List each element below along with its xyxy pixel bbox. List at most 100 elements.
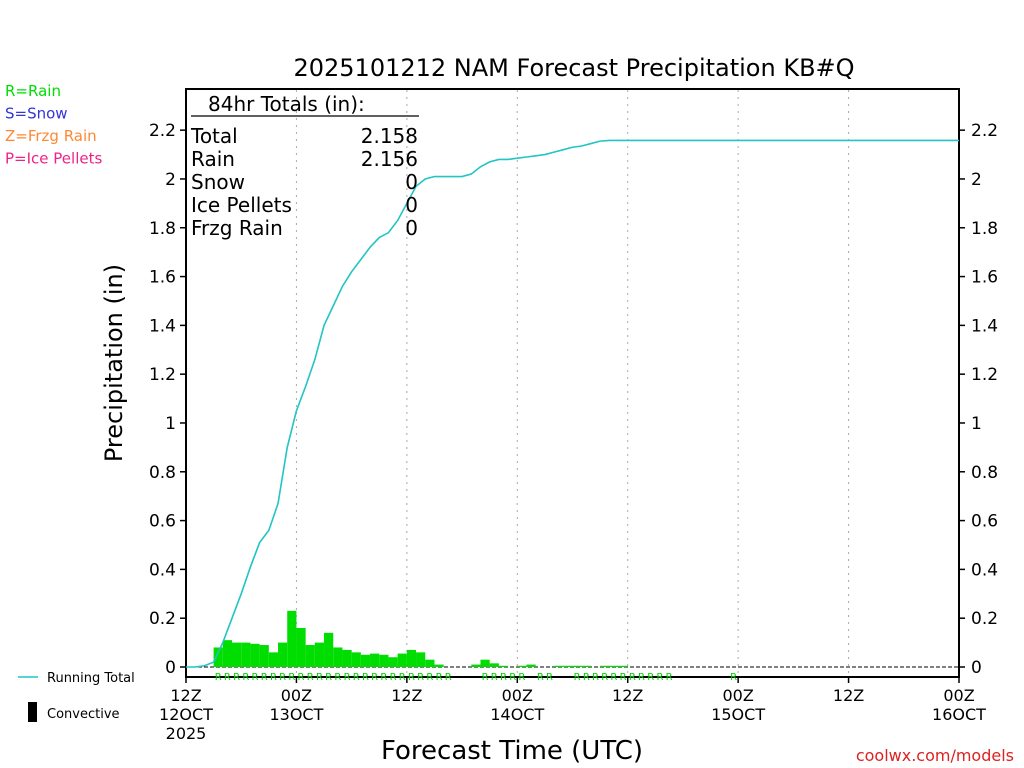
totals-row-value: 0 [405,216,418,240]
y-axis-left: 0 0.2 0.4 0.6 0.8 1 1.2 1.4 1.6 1.8 2 2.2 [149,121,186,678]
ptype-legend-item: R=Rain [5,82,61,100]
precip-bar [489,663,499,667]
plot-frame [185,88,960,678]
totals-title: 84hr Totals (in): [208,92,365,116]
x-tick-date-label: 13OCT [269,705,323,724]
precip-bar [379,654,389,667]
precip-bar [526,664,536,667]
x-axis-label: Forecast Time (UTC) [381,736,643,766]
precip-bar [232,642,242,667]
ptype-marker-rain: R [399,672,406,683]
y-tick-label-right: 0.6 [971,512,998,532]
ptype-marker-rain: R [408,672,415,683]
precip-bar [416,652,426,667]
ptype-legend: R=Rain S=Snow Z=Frzg Rain P=Ice Pellets [5,82,102,168]
ptype-marker-rain: R [574,672,581,683]
totals-row-label: Snow [191,170,245,194]
precip-bar [314,642,325,667]
y-tick-label-right: 1.2 [971,365,998,385]
ptype-marker-rain: R [224,672,231,683]
x-tick-time-label: 12Z [391,686,422,705]
y-tick-label-right: 1 [971,414,982,434]
credit-text: coolwx.com/models [856,746,1014,765]
x-tick-date-label: 16OCT [932,705,986,724]
x-tick-time-label: 12Z [170,686,201,705]
precip-bar [333,647,343,667]
ptype-marker-rain: R [252,672,259,683]
running-total-line [186,139,959,668]
precip-bar [618,665,628,667]
y-tick-label-right: 0 [971,658,982,678]
ptype-legend-item: P=Ice Pellets [5,150,102,168]
precip-bar [600,665,610,667]
precip-bar [563,665,573,667]
y-tick-label-left: 0.2 [149,609,176,629]
totals-box: 84hr Totals (in): Total 2.158 Rain 2.156 Snow… [190,92,419,240]
ptype-marker-rain: R [298,672,305,683]
ptype-marker-rain: R [390,672,397,683]
ptype-marker-rain: R [730,672,737,683]
legend-convective: Convective [28,702,120,722]
ptype-marker-rain: R [380,672,387,683]
ptype-marker-rain: R [482,672,489,683]
y-axis-label: Precipitation (in) [100,264,128,462]
ptype-marker-rain: R [325,672,332,683]
precip-bar [287,610,297,667]
ptype-marker-rain: R [509,672,516,683]
ptype-marker-rain: R [666,672,673,683]
ptype-marker-rain: R [500,672,507,683]
y-tick-label-right: 0.4 [971,560,998,580]
y-tick-label-left: 1.4 [149,316,176,336]
y-axis-right: 0 0.2 0.4 0.6 0.8 1 1.2 1.4 1.6 1.8 2 2.2 [959,121,998,678]
y-tick-label-left: 0.4 [149,560,176,580]
ptype-marker-rain: R [610,672,617,683]
y-tick-label-left: 1 [165,414,176,434]
ptype-marker-rain: R [436,672,443,683]
precip-bar [572,665,582,667]
y-tick-label-left: 2.2 [149,121,176,141]
ptype-marker-rain: R [362,672,369,683]
x-tick-time-label: 12Z [612,686,643,705]
ptype-marker-rain: R [316,672,323,683]
ptype-legend-item: Z=Frzg Rain [5,127,97,145]
ptype-marker-rain: R [353,672,360,683]
y-tick-label-left: 0.6 [149,512,176,532]
ptype-marker-rain: R [307,672,314,683]
precip-bar [241,642,251,667]
precip-bar [425,659,435,667]
ptype-marker-rain: R [518,672,525,683]
totals-row-label: Frzg Rain [191,216,283,240]
precip-bar [259,645,269,667]
ptype-marker-rain: R [491,672,498,683]
y-tick-label-left: 2 [165,170,176,190]
precip-bar [517,665,527,667]
y-tick-label-right: 0.2 [971,609,998,629]
y-tick-label-left: 1.6 [149,268,176,288]
precip-bar [342,649,352,667]
ptype-marker-rain: R [647,672,654,683]
x-tick-time-label: 00Z [943,686,974,705]
precip-bar [296,627,306,667]
totals-row-value: 0 [405,170,418,194]
ptype-marker-rain: R [620,672,627,683]
y-tick-label-left: 1.8 [149,219,176,239]
ptype-marker-rain: R [546,672,553,683]
ptype-marker-rain: R [371,672,378,683]
ptype-marker-rain: R [344,672,351,683]
ptype-marker-rain: R [334,672,341,683]
ptype-marker-rain: R [445,672,452,683]
ptype-marker-rain: R [656,672,663,683]
precip-bar [250,643,260,667]
totals-row-label: Total [190,124,238,148]
precip-bar [213,647,223,667]
precip-bar [498,665,509,667]
y-tick-label-left: 0 [165,658,176,678]
totals-row-value: 0 [405,193,418,217]
x-tick-date-label: 12OCT [159,705,213,724]
ptype-marker-rain: R [242,672,249,683]
precip-bar [581,665,591,667]
chart-title: 2025101212 NAM Forecast Precipitation KB… [293,54,854,82]
